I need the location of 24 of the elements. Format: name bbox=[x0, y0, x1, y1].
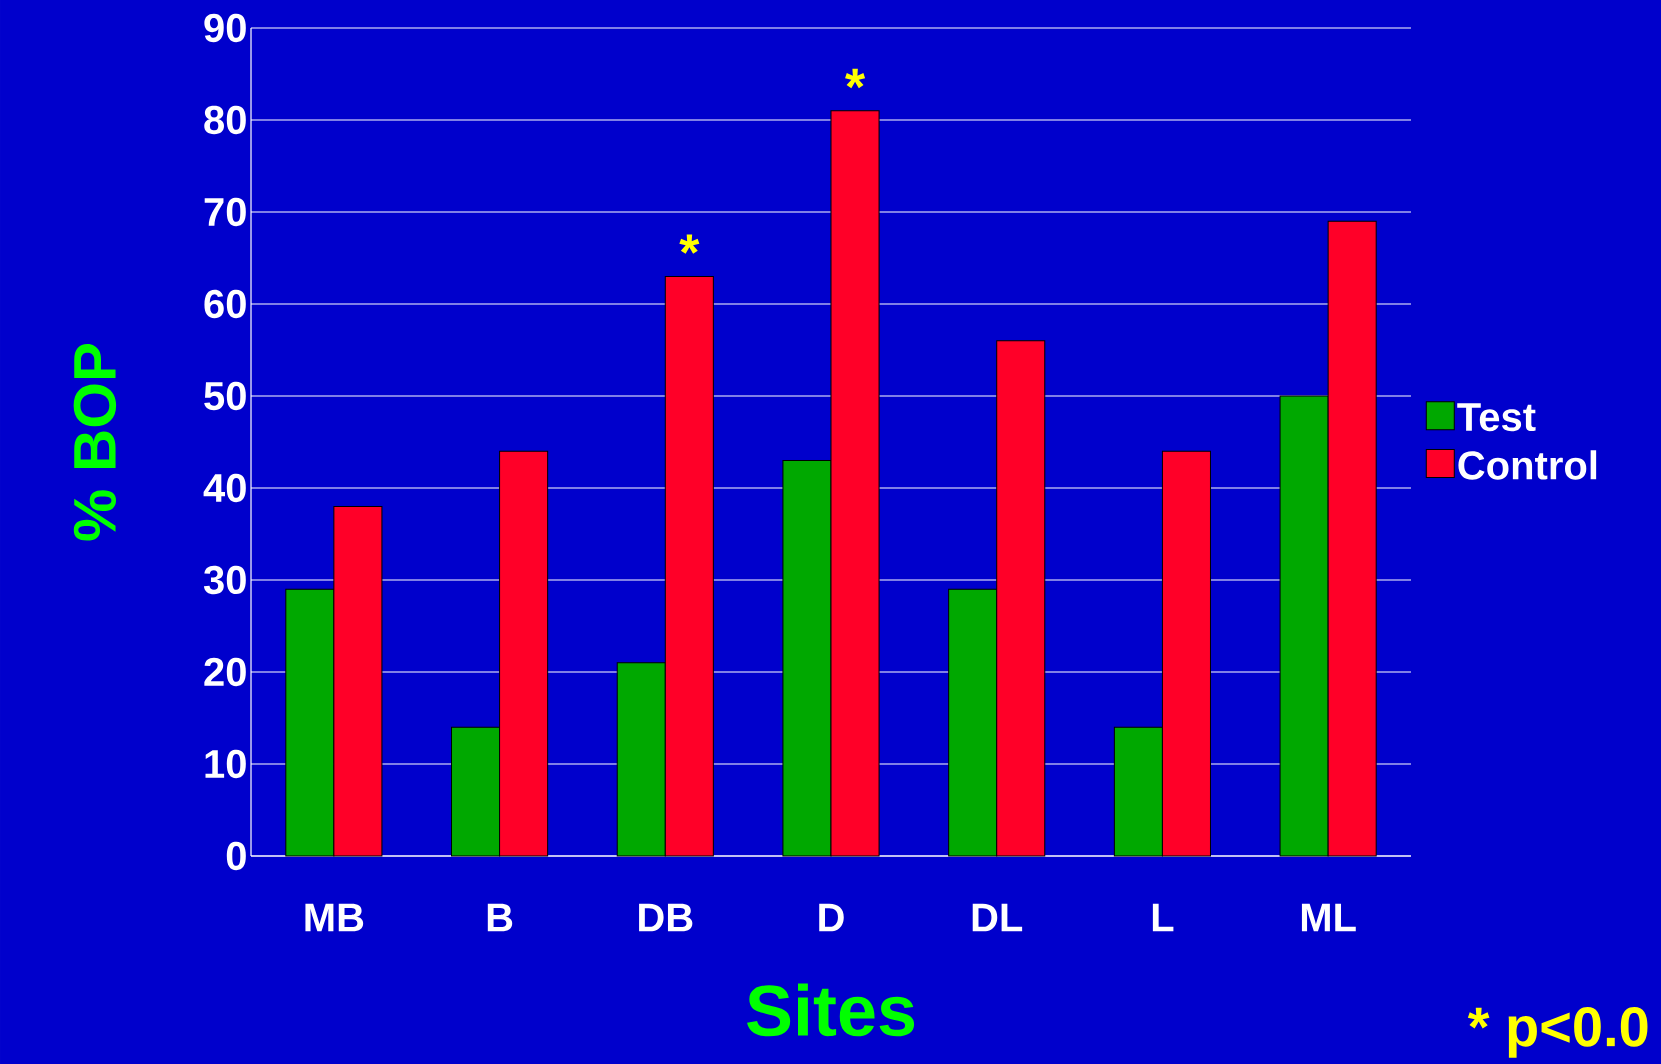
annotation: * bbox=[845, 68, 866, 89]
y-tick-label: 0 bbox=[226, 841, 246, 871]
y-axis-title: % BOP bbox=[73, 344, 117, 541]
x-tick-label: L bbox=[1152, 903, 1174, 932]
y-tick-label: 20 bbox=[204, 657, 246, 687]
y-tick-label: 10 bbox=[205, 749, 246, 779]
legend-label: Test bbox=[1457, 403, 1536, 432]
y-tick-label: 60 bbox=[204, 289, 246, 319]
y-tick-label: 90 bbox=[204, 13, 246, 43]
x-tick-label: D bbox=[819, 903, 844, 932]
y-tick-label: 30 bbox=[203, 565, 246, 595]
y-tick-label: 70 bbox=[204, 197, 246, 227]
x-tick-label: DB bbox=[639, 903, 693, 932]
y-tick-label: 50 bbox=[204, 381, 246, 411]
x-tick-label: MB bbox=[305, 903, 364, 932]
x-tick-label: ML bbox=[1301, 903, 1356, 932]
annotation: * bbox=[679, 234, 700, 254]
x-axis-title: Sites bbox=[747, 983, 915, 1037]
y-tick-label: 80 bbox=[204, 105, 246, 135]
x-tick-label: B bbox=[487, 903, 513, 932]
legend-label: Control bbox=[1458, 450, 1597, 480]
text: * p<0.0 bbox=[1467, 1007, 1648, 1058]
y-tick-label: 40 bbox=[203, 473, 246, 503]
x-tick-label: DL bbox=[972, 903, 1023, 932]
